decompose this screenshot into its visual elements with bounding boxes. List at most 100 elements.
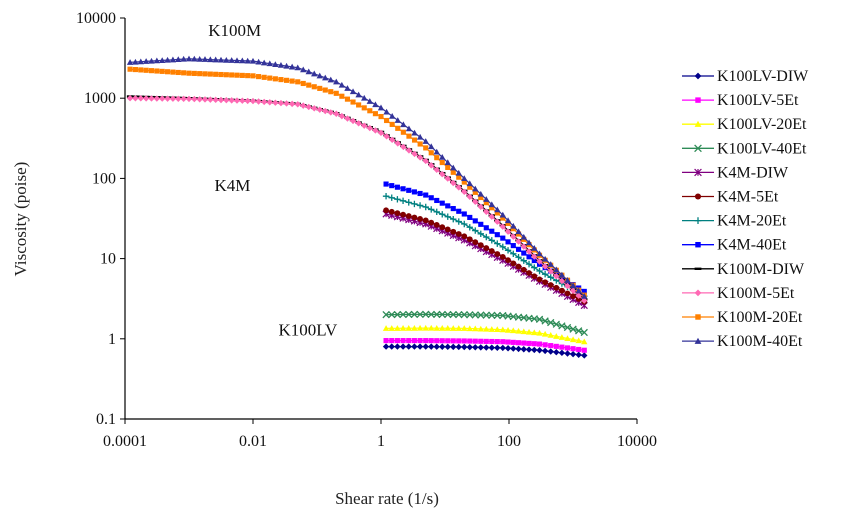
data-point — [411, 214, 418, 221]
x-tick-label: 10000 — [617, 433, 657, 450]
data-point — [483, 344, 490, 351]
data-point — [378, 114, 384, 120]
data-point — [461, 188, 468, 196]
legend-marker — [694, 337, 702, 344]
data-point — [394, 184, 400, 190]
data-point — [393, 310, 402, 319]
data-point — [461, 343, 468, 351]
data-point — [564, 282, 571, 290]
data-point — [444, 343, 451, 351]
data-point — [127, 66, 133, 72]
data-point — [456, 338, 462, 344]
data-point — [288, 63, 296, 70]
data-point — [416, 343, 424, 350]
data-point — [223, 96, 230, 104]
data-point — [316, 106, 323, 113]
data-point — [515, 340, 522, 346]
data-point — [137, 58, 144, 65]
annotation-k4m: K4M — [214, 176, 250, 195]
data-point — [260, 59, 268, 66]
series-K4M-5Et — [383, 207, 588, 305]
legend-item: K100M-DIW — [682, 261, 805, 278]
data-point — [531, 244, 538, 251]
legend-marker — [694, 217, 702, 224]
data-point — [406, 338, 412, 344]
data-point — [488, 237, 495, 244]
data-point — [142, 95, 150, 102]
data-point — [483, 200, 489, 206]
data-point — [444, 226, 451, 233]
data-point — [525, 346, 533, 353]
data-point — [422, 324, 429, 331]
data-point — [483, 208, 490, 215]
data-point — [207, 96, 214, 103]
data-point — [394, 325, 401, 331]
data-point — [339, 93, 345, 99]
data-point — [428, 162, 435, 169]
data-point — [295, 79, 301, 85]
data-point — [455, 343, 462, 351]
annotations: K100M K4M K100LV — [208, 21, 338, 340]
data-point — [196, 96, 203, 103]
data-point — [531, 329, 538, 336]
data-point — [564, 335, 571, 342]
data-point — [355, 91, 362, 98]
data-point — [439, 159, 445, 166]
data-point — [416, 202, 424, 209]
data-point — [444, 213, 451, 220]
data-point — [456, 208, 462, 214]
data-point — [433, 148, 440, 155]
data-point — [461, 338, 467, 344]
data-point — [504, 326, 512, 333]
data-point — [355, 120, 362, 127]
data-point — [510, 250, 517, 257]
data-point — [322, 107, 329, 115]
data-point — [488, 311, 496, 319]
data-point — [191, 70, 197, 76]
data-point — [526, 270, 532, 276]
data-point — [569, 325, 577, 333]
legend-item: K4M-40Et — [682, 237, 787, 254]
data-point — [411, 200, 418, 208]
data-point — [570, 346, 576, 352]
data-point — [234, 72, 240, 78]
data-point — [185, 95, 193, 103]
legend: K100LV-DIW K100LV-5Et K100LV-20Et K100LV-40… — [682, 68, 809, 350]
data-point — [536, 276, 543, 283]
data-point — [394, 210, 401, 217]
data-point — [472, 344, 479, 351]
data-point — [366, 124, 374, 132]
data-point — [277, 62, 285, 68]
data-point — [510, 233, 517, 240]
data-point — [434, 155, 440, 161]
data-point — [510, 345, 517, 352]
data-point — [218, 71, 224, 78]
data-point — [132, 66, 138, 73]
data-point — [202, 71, 208, 77]
data-point — [483, 325, 490, 332]
data-point — [191, 95, 198, 103]
data-point — [455, 231, 462, 237]
data-point — [294, 101, 301, 108]
data-point — [311, 105, 318, 112]
data-point — [547, 282, 554, 288]
data-point — [531, 257, 537, 264]
data-point — [169, 56, 177, 63]
data-point — [411, 189, 417, 195]
data-point — [541, 263, 549, 270]
data-point — [428, 338, 434, 344]
data-point — [305, 103, 312, 111]
series-K100M-5Et — [126, 95, 588, 304]
data-point — [382, 343, 390, 350]
data-point — [405, 213, 412, 219]
data-point — [417, 190, 423, 197]
data-point — [185, 55, 193, 62]
legend-label: K100M-DIW — [717, 261, 805, 278]
y-tick-label: 1 — [108, 331, 116, 348]
data-point — [311, 70, 318, 77]
data-point — [148, 95, 155, 102]
data-point — [547, 348, 554, 355]
data-point — [461, 233, 468, 240]
data-point — [515, 254, 522, 261]
x-axis-title: Shear rate (1/s) — [335, 489, 439, 508]
